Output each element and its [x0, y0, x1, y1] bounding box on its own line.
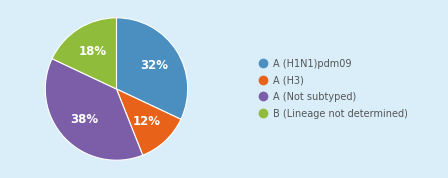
Text: 32%: 32% — [140, 59, 168, 72]
Wedge shape — [52, 18, 116, 89]
Wedge shape — [45, 59, 143, 160]
Text: 18%: 18% — [79, 45, 107, 58]
Wedge shape — [116, 89, 181, 155]
Text: 12%: 12% — [133, 115, 161, 128]
Text: 38%: 38% — [70, 113, 99, 126]
Legend: A (H1N1)pdm09, A (H3), A (Not subtyped), B (Lineage not determined): A (H1N1)pdm09, A (H3), A (Not subtyped),… — [255, 56, 410, 122]
Wedge shape — [116, 18, 188, 119]
